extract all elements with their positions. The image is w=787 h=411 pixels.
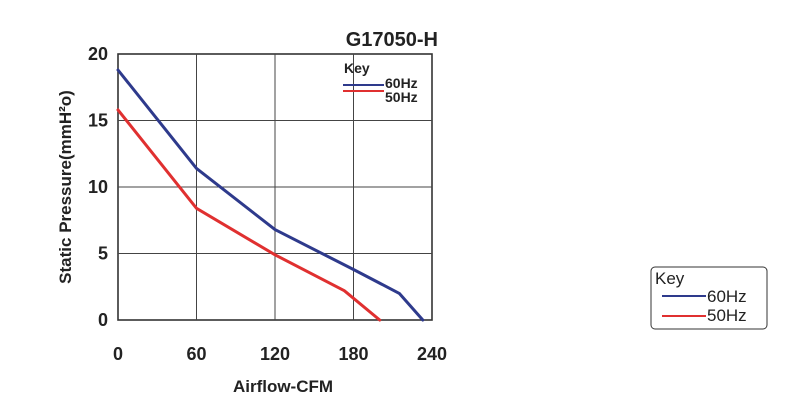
y-axis-label: Static Pressure(mmH²o) — [56, 90, 75, 284]
y-tick-label: 10 — [88, 177, 108, 197]
legend-box-label-60hz: 60Hz — [707, 287, 747, 306]
x-tick-label: 60 — [186, 344, 206, 364]
x-axis-label: Airflow-CFM — [233, 377, 333, 396]
y-tick-label: 20 — [88, 44, 108, 64]
legend-box: Key 60Hz 50Hz — [650, 266, 768, 330]
y-tick-label: 5 — [98, 244, 108, 264]
y-tick-label: 0 — [98, 310, 108, 330]
plot-area — [116, 53, 433, 322]
x-tick-label: 240 — [417, 344, 447, 364]
x-tick-labels: 0 60 120 180 240 — [113, 344, 447, 364]
series-line-50hz — [116, 108, 382, 322]
x-tick-label: 0 — [113, 344, 123, 364]
curves — [116, 68, 425, 322]
legend-label-50hz: 50Hz — [385, 89, 418, 105]
chart-title: G17050-H — [346, 29, 438, 51]
legend-box-frame — [650, 266, 768, 330]
x-tick-label: 120 — [260, 344, 290, 364]
legend: Key 60Hz 50Hz — [343, 60, 418, 105]
y-tick-label: 15 — [88, 111, 108, 131]
legend-title: Key — [344, 60, 370, 76]
x-tick-label: 180 — [338, 344, 368, 364]
legend-box-label-50hz: 50Hz — [707, 306, 747, 325]
legend-label-60hz: 60Hz — [385, 75, 418, 91]
y-tick-labels: 0 5 10 15 20 — [88, 44, 108, 330]
grid — [118, 54, 432, 320]
legend-box-title: Key — [655, 269, 685, 288]
series-line-60hz — [116, 68, 425, 322]
